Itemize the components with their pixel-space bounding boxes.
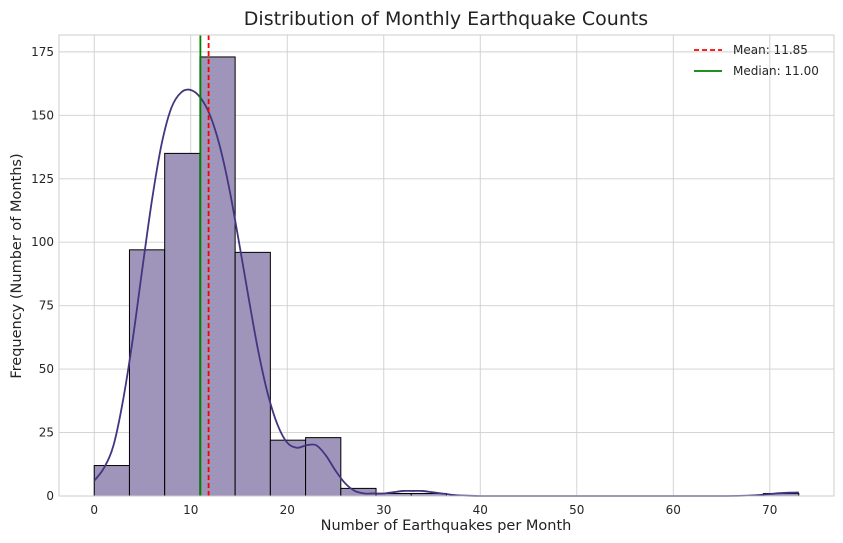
x-tick-label: 50 bbox=[569, 503, 584, 517]
legend: Mean: 11.85 Median: 11.00 bbox=[694, 43, 819, 78]
x-tick-label: 60 bbox=[666, 503, 681, 517]
histogram-bar bbox=[269, 439, 307, 497]
legend-median-label: Median: 11.00 bbox=[733, 64, 819, 78]
y-tick-label: 100 bbox=[31, 235, 54, 249]
histogram-bar bbox=[164, 152, 201, 497]
chart-title: Distribution of Monthly Earthquake Count… bbox=[244, 8, 648, 30]
histogram-bar bbox=[128, 249, 166, 497]
histogram-bars bbox=[93, 56, 800, 497]
y-tick-label: 50 bbox=[39, 362, 54, 376]
plot-frame bbox=[58, 34, 835, 497]
y-axis-label: Frequency (Number of Months) bbox=[9, 153, 25, 378]
y-tick-label: 150 bbox=[31, 108, 54, 122]
x-tick-label: 10 bbox=[183, 503, 198, 517]
histogram-bar bbox=[199, 56, 236, 497]
y-tick-label: 25 bbox=[39, 426, 54, 440]
y-tick-label: 75 bbox=[39, 299, 54, 313]
y-tick-label: 125 bbox=[31, 172, 54, 186]
y-tick-label: 175 bbox=[31, 45, 54, 59]
legend-mean-label: Mean: 11.85 bbox=[733, 43, 808, 57]
y-tick-label: 0 bbox=[46, 489, 54, 503]
x-tick-label: 70 bbox=[762, 503, 777, 517]
x-axis-label: Number of Earthquakes per Month bbox=[321, 518, 572, 534]
x-tick-label: 40 bbox=[473, 503, 488, 517]
x-tick-label: 0 bbox=[90, 503, 98, 517]
x-tick-label: 20 bbox=[280, 503, 295, 517]
reference-lines bbox=[199, 35, 210, 496]
histogram-bar bbox=[93, 465, 130, 497]
x-tick-labels: 0 10 20 30 40 50 60 70 bbox=[90, 503, 777, 517]
x-tick-label: 30 bbox=[376, 503, 391, 517]
histogram-bar bbox=[305, 437, 342, 497]
histogram-bar bbox=[234, 251, 271, 497]
y-tick-labels: 0 25 50 75 100 125 150 175 bbox=[31, 45, 54, 503]
